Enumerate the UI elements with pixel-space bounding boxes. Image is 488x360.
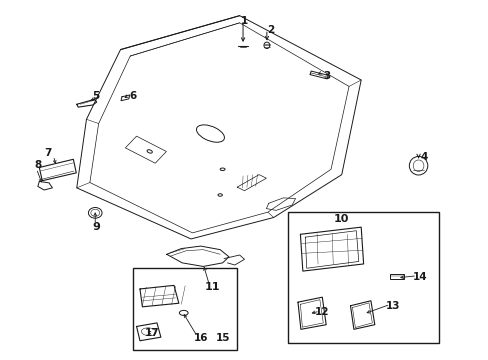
- Text: 3: 3: [323, 71, 330, 81]
- Text: 10: 10: [333, 214, 349, 224]
- Text: 2: 2: [267, 25, 274, 35]
- Text: 4: 4: [420, 152, 427, 162]
- Bar: [125, 136, 166, 163]
- Text: 12: 12: [314, 307, 329, 317]
- Text: 6: 6: [129, 91, 136, 101]
- Text: 5: 5: [92, 91, 100, 101]
- Bar: [389, 274, 403, 279]
- Text: 9: 9: [92, 222, 100, 232]
- Bar: [287, 212, 438, 342]
- Text: 1: 1: [241, 16, 247, 26]
- Text: 17: 17: [144, 328, 159, 338]
- Text: 11: 11: [205, 282, 220, 292]
- Text: 7: 7: [44, 148, 51, 158]
- Text: 13: 13: [385, 301, 399, 311]
- Text: 8: 8: [34, 159, 41, 170]
- Bar: [132, 267, 237, 350]
- Text: 15: 15: [215, 333, 229, 343]
- Text: 14: 14: [412, 272, 427, 282]
- Text: 16: 16: [193, 333, 207, 343]
